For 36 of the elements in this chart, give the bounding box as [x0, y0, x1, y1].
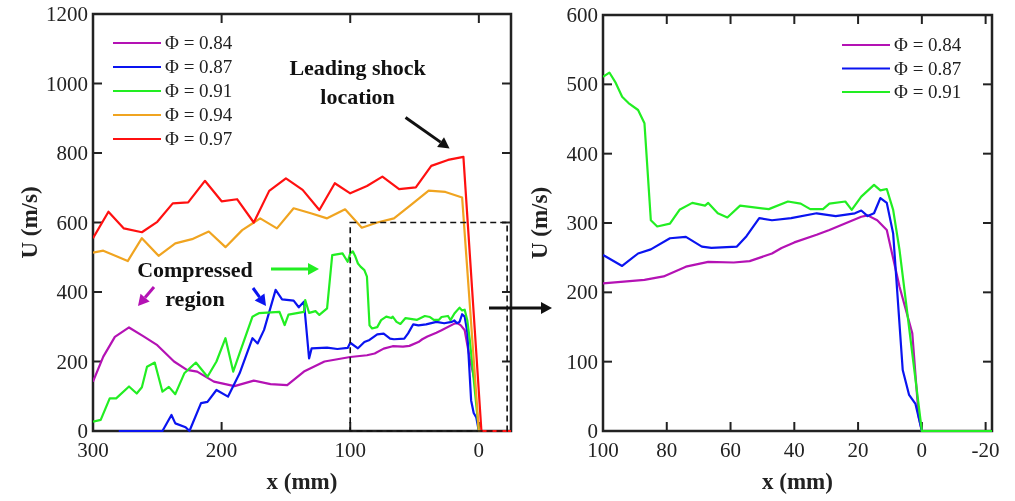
x-axis-title: x (mm)	[266, 469, 338, 494]
y-tick-label: 1200	[46, 2, 88, 26]
legend-label: Φ = 0.91	[165, 80, 233, 101]
line-series	[117, 288, 480, 433]
y-tick-label: 200	[566, 280, 598, 305]
y-axis-title: U (m/s)	[527, 186, 552, 260]
legend-label: Φ = 0.84	[894, 34, 962, 55]
legend-label: Φ = 0.94	[165, 104, 233, 125]
legend-label: Φ = 0.87	[165, 56, 233, 77]
annotation: Compressed region	[137, 257, 253, 311]
x-tick-label: 20	[847, 438, 869, 462]
y-tick-label: 400	[56, 280, 88, 304]
x-tick-label: 60	[720, 438, 742, 462]
y-tick-label: 600	[566, 3, 598, 27]
annotation: Leading shock location	[289, 55, 427, 110]
y-tick-label: 100	[566, 349, 598, 374]
x-tick-label: 100	[334, 438, 366, 462]
y-tick-label: 200	[56, 349, 88, 374]
x-tick-label: 0	[916, 438, 928, 462]
x-tick-label: 0	[473, 438, 485, 462]
y-tick-label: 600	[56, 210, 88, 235]
legend-label: Φ = 0.87	[894, 57, 962, 79]
x-tick-label: 40	[783, 438, 805, 462]
legend-label: Φ = 0.84	[165, 32, 233, 53]
y-tick-label: 800	[56, 141, 88, 165]
y-tick-label: 1000	[46, 71, 88, 96]
y-axis-title: U (m/s)	[17, 186, 42, 259]
x-tick-label: 80	[656, 438, 678, 462]
y-tick-label: 300	[566, 211, 598, 235]
y-tick-label: 400	[566, 141, 598, 166]
legend-label: Φ = 0.97	[165, 128, 233, 149]
x-tick-label: 200	[205, 438, 238, 462]
x-tick-label: -20	[971, 438, 1000, 462]
y-tick-label: 500	[566, 72, 598, 97]
x-axis-title: x (mm)	[762, 469, 833, 494]
legend-label: Φ = 0.91	[894, 81, 962, 102]
